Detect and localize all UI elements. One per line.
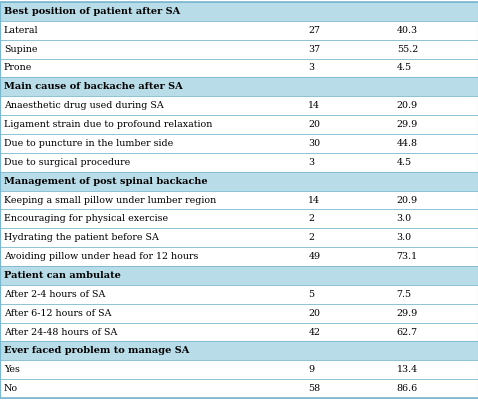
Bar [0,322,478,342]
Text: 20: 20 [308,309,320,318]
Text: 4.5: 4.5 [397,158,412,167]
Bar [0,190,478,210]
Bar [0,247,478,266]
Text: 42: 42 [308,328,320,336]
Bar [0,228,478,247]
Bar [0,21,478,40]
Text: Management of post spinal backache: Management of post spinal backache [4,177,207,186]
Bar [0,285,478,304]
Text: 3.0: 3.0 [397,214,412,223]
Bar [0,266,478,285]
Text: 49: 49 [308,252,320,261]
Text: 7.5: 7.5 [397,290,412,299]
Bar [0,40,478,58]
Text: 55.2: 55.2 [397,45,418,54]
Text: 44.8: 44.8 [397,139,418,148]
Text: Due to surgical procedure: Due to surgical procedure [4,158,130,167]
Text: 58: 58 [308,384,320,393]
Text: 3: 3 [308,64,315,72]
Text: Hydrating the patient before SA: Hydrating the patient before SA [4,233,159,242]
Bar [0,2,478,21]
Text: Yes: Yes [4,365,20,374]
Text: 29.9: 29.9 [397,309,418,318]
Text: 40.3: 40.3 [397,26,418,35]
Text: After 6-12 hours of SA: After 6-12 hours of SA [4,309,111,318]
Text: 14: 14 [308,101,320,110]
Bar [0,172,478,190]
Bar [0,304,478,322]
Text: Encouraging for physical exercise: Encouraging for physical exercise [4,214,168,223]
Bar [0,210,478,228]
Text: After 24-48 hours of SA: After 24-48 hours of SA [4,328,117,336]
Text: 14: 14 [308,196,320,204]
Text: 29.9: 29.9 [397,120,418,129]
Bar [0,342,478,360]
Bar [0,96,478,115]
Text: 3.0: 3.0 [397,233,412,242]
Text: Keeping a small pillow under lumber region: Keeping a small pillow under lumber regi… [4,196,216,204]
Text: 3: 3 [308,158,315,167]
Text: 13.4: 13.4 [397,365,418,374]
Text: Avoiding pillow under head for 12 hours: Avoiding pillow under head for 12 hours [4,252,198,261]
Text: 2: 2 [308,214,315,223]
Text: Anaesthetic drug used during SA: Anaesthetic drug used during SA [4,101,163,110]
Text: 2: 2 [308,233,315,242]
Text: 73.1: 73.1 [397,252,418,261]
Text: 9: 9 [308,365,315,374]
Text: Ever faced problem to manage SA: Ever faced problem to manage SA [4,346,189,355]
Text: 5: 5 [308,290,315,299]
Text: 37: 37 [308,45,320,54]
Text: 86.6: 86.6 [397,384,418,393]
Bar [0,153,478,172]
Bar [0,115,478,134]
Text: Ligament strain due to profound relaxation: Ligament strain due to profound relaxati… [4,120,212,129]
Text: Patient can ambulate: Patient can ambulate [4,271,121,280]
Text: 20.9: 20.9 [397,101,418,110]
Text: Supine: Supine [4,45,37,54]
Text: 20.9: 20.9 [397,196,418,204]
Text: 20: 20 [308,120,320,129]
Bar [0,134,478,153]
Bar [0,58,478,78]
Text: Main cause of backache after SA: Main cause of backache after SA [4,82,183,91]
Text: 62.7: 62.7 [397,328,418,336]
Bar [0,360,478,379]
Text: Prone: Prone [4,64,32,72]
Text: Due to puncture in the lumber side: Due to puncture in the lumber side [4,139,173,148]
Text: 27: 27 [308,26,320,35]
Bar [0,78,478,96]
Text: Best position of patient after SA: Best position of patient after SA [4,7,180,16]
Text: 30: 30 [308,139,320,148]
Bar [0,379,478,398]
Text: Lateral: Lateral [4,26,38,35]
Text: After 2-4 hours of SA: After 2-4 hours of SA [4,290,105,299]
Text: 4.5: 4.5 [397,64,412,72]
Text: No: No [4,384,18,393]
